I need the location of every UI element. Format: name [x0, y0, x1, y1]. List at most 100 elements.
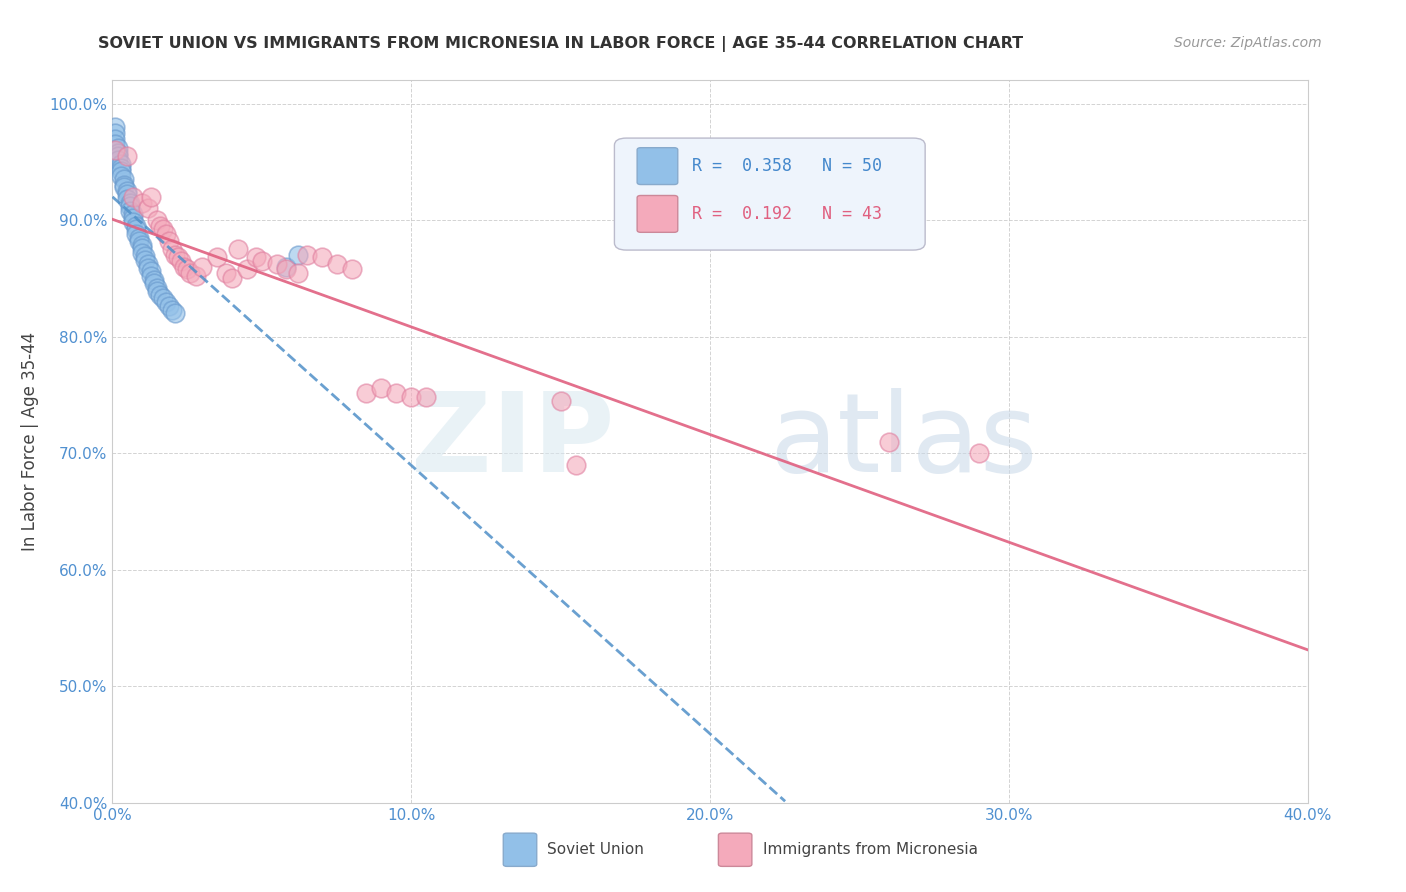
- Point: [401, 390, 423, 404]
- Point: [295, 248, 318, 262]
- Point: [236, 262, 259, 277]
- Point: [152, 291, 174, 305]
- Point: [167, 251, 190, 265]
- Point: [125, 219, 148, 233]
- Point: [287, 248, 309, 262]
- Point: [125, 222, 148, 236]
- Point: [287, 266, 309, 280]
- Point: [191, 260, 214, 274]
- Text: Soviet Union: Soviet Union: [547, 842, 644, 857]
- Point: [131, 241, 153, 255]
- Point: [146, 281, 169, 295]
- Point: [104, 126, 127, 140]
- Point: [143, 276, 166, 290]
- Point: [141, 264, 163, 278]
- Point: [274, 260, 297, 274]
- Point: [165, 306, 187, 320]
- Point: [134, 252, 156, 267]
- Point: [122, 211, 145, 225]
- Point: [170, 254, 193, 268]
- Text: atlas: atlas: [770, 388, 1038, 495]
- Point: [564, 458, 586, 472]
- Point: [110, 157, 132, 171]
- Point: [162, 302, 183, 317]
- Point: [120, 195, 142, 210]
- Point: [173, 260, 195, 274]
- Point: [415, 390, 437, 404]
- Point: [131, 237, 153, 252]
- Point: [221, 271, 243, 285]
- Point: [155, 227, 177, 241]
- Point: [152, 222, 174, 236]
- Point: [138, 202, 160, 216]
- Point: [245, 251, 267, 265]
- Point: [146, 284, 169, 298]
- Text: Immigrants from Micronesia: Immigrants from Micronesia: [762, 842, 977, 857]
- Text: ZIP: ZIP: [411, 388, 614, 495]
- Point: [325, 257, 347, 271]
- Point: [125, 227, 148, 241]
- Point: [117, 149, 139, 163]
- Text: R =  0.358   N = 50: R = 0.358 N = 50: [692, 157, 882, 175]
- Point: [176, 262, 198, 277]
- Point: [157, 234, 180, 248]
- Point: [122, 215, 145, 229]
- Point: [226, 242, 249, 256]
- Point: [149, 287, 172, 301]
- FancyBboxPatch shape: [503, 833, 537, 866]
- Point: [165, 248, 187, 262]
- Text: Source: ZipAtlas.com: Source: ZipAtlas.com: [1174, 36, 1322, 50]
- Point: [117, 192, 139, 206]
- Point: [104, 137, 127, 152]
- Point: [215, 266, 238, 280]
- Point: [146, 213, 169, 227]
- Point: [120, 203, 142, 218]
- Point: [141, 268, 163, 283]
- Point: [107, 145, 129, 160]
- Point: [110, 161, 132, 175]
- Point: [967, 446, 990, 460]
- Point: [311, 251, 333, 265]
- Point: [162, 242, 183, 256]
- Point: [114, 180, 135, 194]
- Point: [110, 169, 132, 183]
- Point: [274, 262, 297, 277]
- Point: [879, 434, 901, 449]
- Point: [149, 219, 172, 233]
- Point: [117, 184, 139, 198]
- Point: [138, 257, 160, 271]
- Point: [550, 393, 572, 408]
- Point: [107, 153, 129, 167]
- Point: [370, 381, 392, 395]
- Point: [104, 143, 127, 157]
- Point: [122, 190, 145, 204]
- Point: [134, 249, 156, 263]
- Point: [340, 262, 363, 277]
- Point: [104, 131, 127, 145]
- Point: [385, 385, 408, 400]
- FancyBboxPatch shape: [637, 195, 678, 232]
- Point: [114, 178, 135, 193]
- Point: [107, 149, 129, 163]
- Text: R =  0.192   N = 43: R = 0.192 N = 43: [692, 205, 882, 223]
- Point: [120, 199, 142, 213]
- Point: [131, 245, 153, 260]
- Point: [107, 141, 129, 155]
- Point: [205, 251, 228, 265]
- Point: [114, 172, 135, 186]
- Point: [179, 266, 201, 280]
- Text: SOVIET UNION VS IMMIGRANTS FROM MICRONESIA IN LABOR FORCE | AGE 35-44 CORRELATIO: SOVIET UNION VS IMMIGRANTS FROM MICRONES…: [98, 36, 1024, 52]
- Point: [138, 260, 160, 275]
- Point: [110, 164, 132, 178]
- Point: [143, 272, 166, 286]
- Point: [266, 257, 288, 271]
- Point: [104, 120, 127, 134]
- Y-axis label: In Labor Force | Age 35-44: In Labor Force | Age 35-44: [21, 332, 38, 551]
- FancyBboxPatch shape: [614, 138, 925, 250]
- Point: [155, 294, 177, 309]
- Point: [250, 254, 273, 268]
- Point: [117, 187, 139, 202]
- Point: [128, 230, 150, 244]
- FancyBboxPatch shape: [718, 833, 752, 866]
- Point: [131, 195, 153, 210]
